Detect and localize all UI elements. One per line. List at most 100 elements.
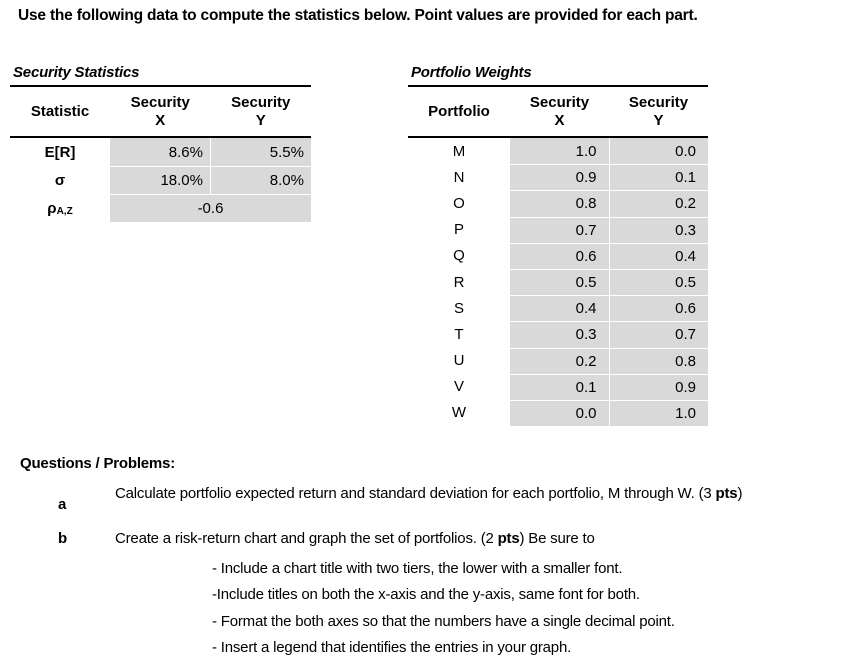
row-label: R	[453, 273, 465, 291]
table-row: E[R] 8.6% 5.5%	[10, 138, 311, 166]
value-cell-y: 1.0	[608, 399, 708, 427]
column-header-line2: Y	[255, 111, 266, 129]
row-label: E[R]	[44, 143, 76, 161]
question-points: pts	[497, 530, 520, 547]
row-label: W	[451, 404, 467, 422]
row-label-subscript: A,Z	[56, 205, 73, 217]
table-row: R 0.5 0.5	[408, 268, 708, 296]
value-cell-y: 0.4	[608, 242, 708, 269]
value-cell-x: 18.0%	[110, 166, 210, 194]
value-cell-x: 0.4	[510, 295, 609, 322]
value-cell-x: 0.5	[510, 268, 609, 296]
column-header-line2: Y	[653, 111, 664, 129]
column-header-line1: Statistic	[30, 102, 90, 120]
table-top-rule	[408, 85, 708, 87]
value-cell-y: 0.6	[608, 295, 708, 322]
security-statistics-title: Security Statistics	[13, 64, 140, 81]
value-cell-x: 8.6%	[110, 138, 210, 166]
question-text-a: Calculate portfolio expected return and …	[115, 485, 742, 502]
value-cell-y: 0.0	[608, 138, 708, 165]
row-label: S	[453, 299, 464, 317]
instruction-bullet: - Include a chart title with two tiers, …	[212, 560, 623, 577]
security-statistics-table: Security Statistics Statistic Security X…	[10, 64, 311, 222]
column-header-line1: Security	[231, 93, 291, 111]
row-label: O	[453, 194, 465, 212]
table-row: T 0.3 0.7	[408, 321, 708, 348]
column-header-security-y: Security Y	[211, 87, 312, 136]
value-cell-x: 0.1	[510, 373, 609, 400]
value-cell-y: 0.3	[608, 216, 708, 243]
merged-value-cell: -0.6	[110, 194, 311, 222]
value-cell-x: 0.6	[510, 242, 609, 269]
value-cell-y: 0.5	[608, 268, 708, 296]
table-row: U 0.2 0.8	[408, 347, 708, 374]
column-header-security-x: Security X	[510, 87, 609, 136]
column-header-line1: Security	[130, 93, 190, 111]
value-cell-x: 0.8	[510, 190, 609, 217]
value-cell-x: 0.3	[510, 321, 609, 348]
column-header-statistic: Statistic	[10, 87, 110, 136]
table-header-row: Portfolio Security X Security Y	[408, 87, 708, 136]
question-text-post: )	[737, 485, 743, 502]
table-top-rule	[10, 85, 311, 87]
row-label: Q	[453, 247, 465, 265]
question-text-pre: Calculate portfolio expected return and …	[115, 485, 716, 502]
questions-heading: Questions / Problems:	[20, 455, 175, 472]
question-label-a: a	[58, 496, 67, 513]
row-label: U	[453, 352, 465, 370]
column-header-line1: Security	[628, 93, 689, 111]
row-label: P	[453, 221, 464, 239]
value-cell-x: 0.0	[510, 399, 609, 427]
value-cell-y: 0.8	[608, 347, 708, 374]
row-label: V	[453, 378, 464, 396]
instruction-bullet: -Include titles on both the x-axis and t…	[212, 586, 640, 604]
table-header-rule	[408, 136, 708, 138]
security-statistics-rows: E[R] 8.6% 5.5% σ 18.0% 8.0% ρ A,Z -0.6	[10, 138, 311, 222]
row-label: ρ A,Z	[10, 194, 110, 222]
value-cell-y: 0.9	[608, 373, 708, 400]
portfolio-weights-table: Portfolio Weights Portfolio Security X S…	[408, 64, 708, 427]
portfolio-weights-title: Portfolio Weights	[411, 64, 532, 81]
instruction-bullets: - Include a chart title with two tiers, …	[212, 556, 675, 662]
row-label: N	[453, 168, 465, 186]
table-row: σ 18.0% 8.0%	[10, 166, 311, 194]
value-cell-x: 0.9	[510, 164, 609, 191]
row-label-symbol: ρ	[47, 199, 57, 217]
value-cell-y: 0.1	[608, 164, 708, 191]
value-cell-x: 0.2	[510, 347, 609, 374]
table-row: ρ A,Z -0.6	[10, 194, 311, 222]
question-text-pre: Create a risk-return chart and graph the…	[115, 530, 498, 547]
table-row: V 0.1 0.9	[408, 373, 708, 400]
question-points: pts	[715, 485, 738, 502]
table-row: M 1.0 0.0	[408, 138, 708, 165]
value-cell-x: 1.0	[510, 138, 609, 165]
question-text-b: Create a risk-return chart and graph the…	[115, 530, 595, 547]
column-header-line1: Security	[529, 93, 590, 111]
value-cell-x: 0.7	[510, 216, 609, 243]
column-header-portfolio: Portfolio	[408, 87, 510, 136]
table-row: O 0.8 0.2	[408, 190, 708, 217]
table-header-row: Statistic Security X Security Y	[10, 87, 311, 136]
instruction-bullet: - Format the both axes so that the numbe…	[212, 612, 675, 630]
row-label: σ	[54, 171, 66, 189]
table-row: N 0.9 0.1	[408, 164, 708, 191]
column-header-security-y: Security Y	[609, 87, 708, 136]
column-header-line1: Portfolio	[428, 102, 490, 120]
portfolio-weights-rows: M 1.0 0.0 N 0.9 0.1 O 0.8 0.2 P 0.7 0.3 Q 0.6 0.4 R 0.5 0…	[408, 138, 708, 427]
table-row: P 0.7 0.3	[408, 216, 708, 243]
row-label: T	[454, 325, 464, 343]
column-header-security-x: Security X	[110, 87, 211, 136]
column-header-line2: X	[155, 111, 166, 129]
question-label-b: b	[58, 530, 68, 547]
value-cell-y: 8.0%	[210, 166, 311, 194]
value-cell-y: 0.7	[608, 321, 708, 348]
table-row: W 0.0 1.0	[408, 399, 708, 427]
column-header-line2: X	[554, 111, 565, 129]
row-label: M	[452, 142, 466, 160]
table-row: S 0.4 0.6	[408, 295, 708, 322]
table-header-rule	[10, 136, 311, 138]
value-cell-y: 0.2	[608, 190, 708, 217]
value-cell-y: 5.5%	[210, 138, 311, 166]
table-row: Q 0.6 0.4	[408, 242, 708, 269]
